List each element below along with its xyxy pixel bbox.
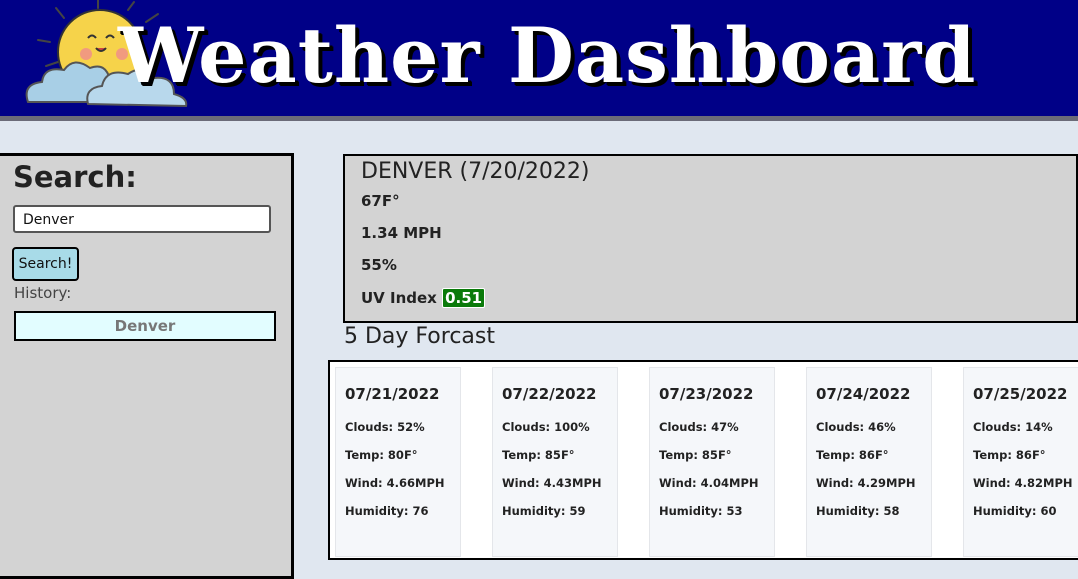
- current-temp: 67F°: [361, 192, 400, 210]
- forecast-temp: Temp: 85F°: [659, 448, 732, 462]
- forecast-humidity: Humidity: 53: [659, 504, 743, 518]
- search-sidebar: Search: Denver Search! History: Denver: [0, 153, 294, 579]
- sun-behind-cloud-icon: [25, 0, 188, 108]
- forecast-container: 07/21/2022 Clouds: 52% Temp: 80F° Wind: …: [328, 360, 1078, 560]
- city-search-input[interactable]: Denver: [13, 205, 271, 233]
- forecast-wind: Wind: 4.29MPH: [816, 476, 916, 490]
- current-weather-card: DENVER (7/20/2022) 67F° 1.34 MPH 55% UV …: [343, 154, 1078, 323]
- forecast-wind: Wind: 4.82MPH: [973, 476, 1073, 490]
- forecast-temp: Temp: 85F°: [502, 448, 575, 462]
- forecast-day-card: 07/21/2022 Clouds: 52% Temp: 80F° Wind: …: [335, 367, 461, 557]
- forecast-date: 07/24/2022: [816, 385, 911, 403]
- forecast-humidity: Humidity: 60: [973, 504, 1057, 518]
- forecast-humidity: Humidity: 59: [502, 504, 586, 518]
- forecast-humidity: Humidity: 58: [816, 504, 900, 518]
- forecast-temp: Temp: 80F°: [345, 448, 418, 462]
- forecast-day-card: 07/24/2022 Clouds: 46% Temp: 86F° Wind: …: [806, 367, 932, 557]
- forecast-clouds: Clouds: 46%: [816, 420, 896, 434]
- history-item-denver[interactable]: Denver: [14, 311, 276, 341]
- uv-index-badge: 0.51: [442, 288, 486, 308]
- forecast-temp: Temp: 86F°: [973, 448, 1046, 462]
- forecast-date: 07/25/2022: [973, 385, 1068, 403]
- forecast-clouds: Clouds: 14%: [973, 420, 1053, 434]
- forecast-day-card: 07/22/2022 Clouds: 100% Temp: 85F° Wind:…: [492, 367, 618, 557]
- forecast-wind: Wind: 4.66MPH: [345, 476, 445, 490]
- forecast-temp: Temp: 86F°: [816, 448, 889, 462]
- search-heading: Search:: [13, 160, 137, 194]
- forecast-clouds: Clouds: 52%: [345, 420, 425, 434]
- current-humidity: 55%: [361, 256, 397, 274]
- app-title: Weather Dashboard: [118, 11, 977, 100]
- current-uv-row: UV Index 0.51: [361, 288, 486, 308]
- forecast-clouds: Clouds: 100%: [502, 420, 590, 434]
- forecast-clouds: Clouds: 47%: [659, 420, 739, 434]
- forecast-wind: Wind: 4.04MPH: [659, 476, 759, 490]
- header-banner: Weather Dashboard: [0, 0, 1078, 121]
- forecast-humidity: Humidity: 76: [345, 504, 429, 518]
- current-wind: 1.34 MPH: [361, 224, 442, 242]
- history-label: History:: [14, 284, 72, 302]
- forecast-day-card: 07/25/2022 Clouds: 14% Temp: 86F° Wind: …: [963, 367, 1078, 557]
- forecast-date: 07/21/2022: [345, 385, 440, 403]
- forecast-wind: Wind: 4.43MPH: [502, 476, 602, 490]
- forecast-date: 07/22/2022: [502, 385, 597, 403]
- forecast-date: 07/23/2022: [659, 385, 754, 403]
- uv-label: UV Index: [361, 289, 437, 307]
- city-date-title: DENVER (7/20/2022): [361, 159, 590, 184]
- forecast-day-card: 07/23/2022 Clouds: 47% Temp: 85F° Wind: …: [649, 367, 775, 557]
- search-button[interactable]: Search!: [12, 247, 79, 281]
- forecast-heading: 5 Day Forcast: [344, 324, 495, 349]
